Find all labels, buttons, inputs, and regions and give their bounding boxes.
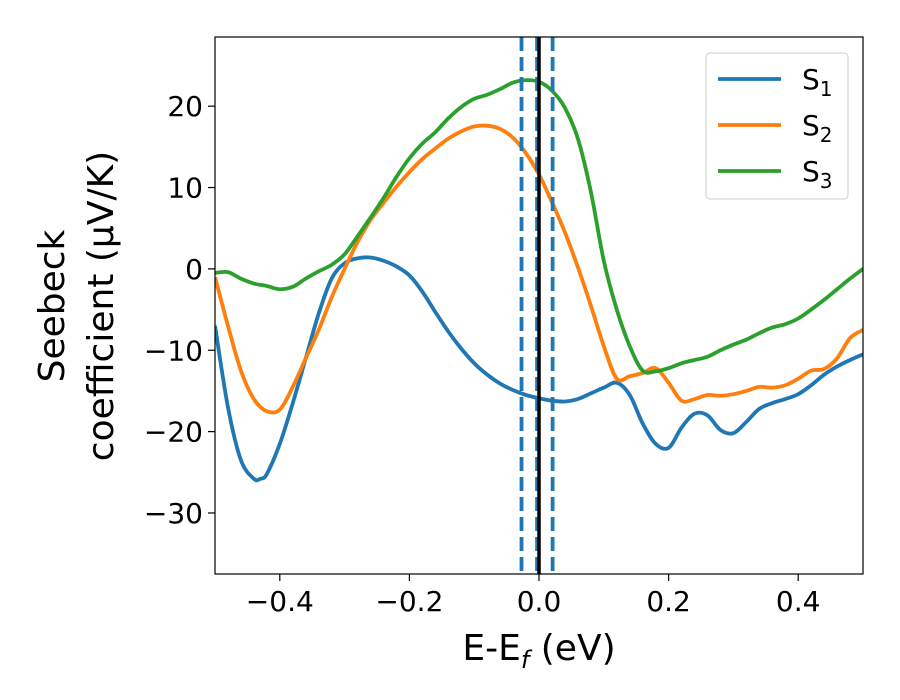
x-tick-label: 0.0 <box>517 585 562 618</box>
x-tick-label: 0.2 <box>646 585 691 618</box>
y-tick-label: 20 <box>167 90 203 123</box>
y-tick-label: −20 <box>144 416 203 449</box>
x-axis-label: E-Ef (eV) <box>462 628 615 674</box>
series-line-s1 <box>215 255 863 483</box>
legend-label-s1: S1 <box>802 63 833 101</box>
x-axis-label-main: E-E <box>462 628 520 669</box>
reference-lines <box>519 37 555 574</box>
legend-label-s2: S2 <box>802 109 833 147</box>
x-axis-label-tail: (eV) <box>529 628 615 669</box>
y-tick-label: −30 <box>144 497 203 530</box>
x-tick-label: −0.2 <box>375 585 443 618</box>
legend: S1 S2 S3 <box>705 52 849 200</box>
x-tick-label: −0.4 <box>246 585 314 618</box>
x-tick-label: 0.4 <box>776 585 821 618</box>
y-tick-label: 0 <box>185 253 203 286</box>
legend-label-s3: S3 <box>802 155 833 193</box>
y-axis: 20 10 0 −10 −20 −30 <box>144 90 215 530</box>
y-tick-label: −10 <box>144 334 203 367</box>
y-axis-label-line2: coefficient (μV/K) <box>81 151 122 461</box>
y-tick-label: 10 <box>167 172 203 205</box>
y-axis-label-line1: Seebeck <box>32 229 73 382</box>
x-axis: −0.4 −0.2 0.0 0.2 0.4 <box>246 574 821 618</box>
